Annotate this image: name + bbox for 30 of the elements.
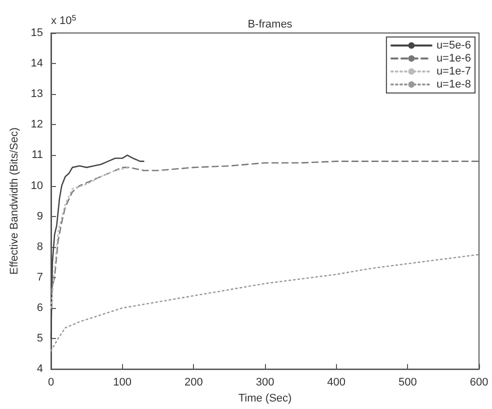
- y-tick-label: 6: [36, 302, 43, 314]
- line-series: [50, 154, 144, 340]
- y-tick-label: 11: [32, 149, 43, 162]
- y-tick-label: 15: [30, 27, 43, 39]
- x-tick-label: 0: [48, 376, 54, 389]
- y-tick-label: 4: [36, 363, 43, 376]
- x-tick-label: 100: [113, 376, 132, 389]
- x-tick-label: 600: [470, 376, 488, 389]
- legend-label: u=5e-6: [436, 40, 472, 52]
- legend-label: u=1e-8: [436, 78, 472, 90]
- y-tick-label: 14: [30, 58, 43, 70]
- x-tick-label: 400: [327, 376, 346, 389]
- line-series: [50, 160, 480, 294]
- y-tick-label: 13: [30, 88, 43, 100]
- y-axis-title: Effective Bandwidth (Bits/Sec): [8, 127, 20, 275]
- x-axis-title: Time (Sec): [238, 392, 292, 404]
- x-tick-label: 200: [184, 376, 203, 389]
- y-tick-label: 10: [30, 180, 43, 192]
- y-tick-label: 12: [30, 118, 43, 131]
- line-series: [50, 254, 480, 352]
- x-tick-label: 500: [398, 376, 417, 389]
- legend-label: u=1e-7: [436, 66, 472, 78]
- x-tick-label: 300: [256, 376, 274, 389]
- y-tick-label: 7: [36, 271, 43, 284]
- chart-title: B-frames: [248, 18, 293, 30]
- y-tick-label: 5: [36, 332, 43, 345]
- line-series: [50, 166, 130, 309]
- y-tick-label: 8: [36, 240, 43, 253]
- legend-label: u=1e-6: [436, 52, 472, 64]
- y-tick-label: 9: [36, 210, 43, 222]
